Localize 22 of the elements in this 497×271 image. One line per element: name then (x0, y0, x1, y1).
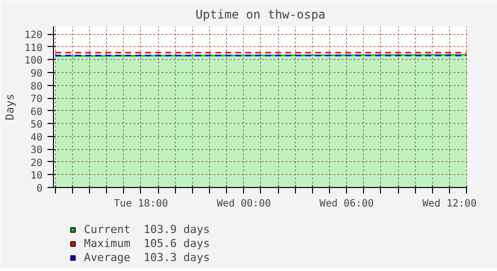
y-tick-label: 90 (30, 68, 43, 80)
y-tick-label: 40 (30, 132, 43, 144)
legend-label: Current 103.9 days (84, 223, 210, 236)
y-tick-label: 10 (30, 170, 43, 182)
legend-label: Average 103.3 days (84, 251, 210, 264)
y-tick-label: 60 (30, 106, 43, 118)
x-tick-label: Wed 00:00 (216, 198, 271, 210)
y-tick-label: 30 (30, 145, 43, 156)
y-tick-label: 70 (30, 94, 43, 106)
chart-title: Uptime on thw-ospa (195, 8, 326, 22)
x-tick-label: Wed 06:00 (320, 198, 374, 210)
y-tick-label: 110 (24, 42, 42, 54)
y-tick-label: 120 (24, 30, 42, 42)
y-tick-label: 0 (36, 184, 43, 194)
y-tick-label: 100 (24, 56, 42, 67)
y-tick-label: 50 (30, 120, 43, 131)
x-tick-label: Tue 18:00 (114, 198, 168, 210)
y-tick-label: 80 (30, 81, 43, 92)
y-axis-title: Days (3, 94, 16, 120)
y-tick-label: 20 (30, 158, 43, 169)
x-tick-label: Wed 12:00 (422, 198, 477, 210)
legend-label: Maximum 105.6 days (84, 237, 210, 250)
